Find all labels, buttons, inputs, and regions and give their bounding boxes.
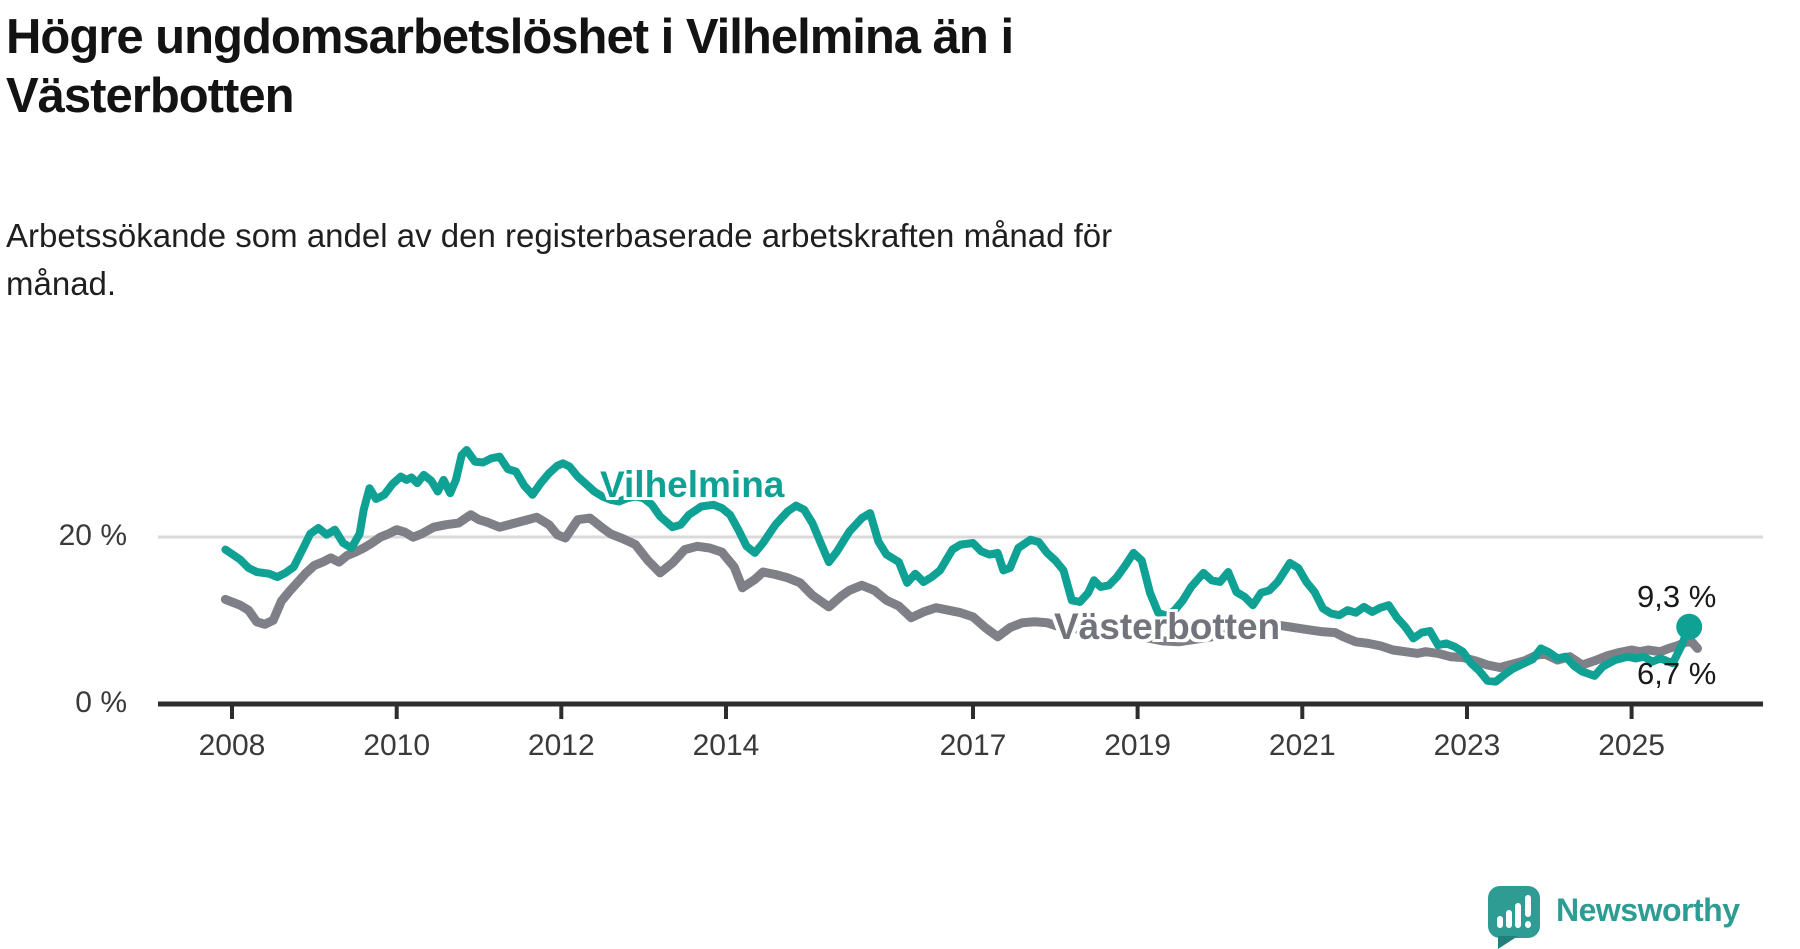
end-value-label-vasterbotten: 6,7 % bbox=[1637, 656, 1717, 691]
logo-speech-tail-icon bbox=[1498, 936, 1518, 949]
title-line1: Högre ungdomsarbetslöshet i Vilhelmina ä… bbox=[6, 10, 1014, 64]
x-axis-tick-label: 2023 bbox=[1433, 729, 1501, 762]
newsworthy-speech-bubble-chart-icon bbox=[1488, 886, 1540, 938]
y-axis-tick-label-0: 0 % bbox=[75, 686, 127, 719]
x-axis-tick-label: 2017 bbox=[939, 729, 1007, 762]
vilhelmina-line bbox=[221, 446, 1694, 686]
brand-name: Newsworthy bbox=[1556, 892, 1740, 928]
logo-bar-icon bbox=[1497, 916, 1503, 928]
page-title: Högre ungdomsarbetslöshet i Vilhelmina ä… bbox=[6, 8, 1506, 126]
x-axis-tick-label: 2019 bbox=[1104, 729, 1171, 762]
logo-bar-icon bbox=[1515, 903, 1521, 928]
x-axis-tick-label: 2010 bbox=[363, 729, 431, 762]
subtitle-line2: månad. bbox=[6, 265, 117, 302]
subtitle-line1: Arbetssökande som andel av den registerb… bbox=[6, 217, 1113, 254]
logo-exclamation-dot-icon bbox=[1525, 921, 1531, 928]
x-axis-tick-label: 2025 bbox=[1598, 729, 1665, 762]
title-line2: Västerbotten bbox=[6, 69, 295, 123]
latest-value-dot bbox=[1676, 613, 1703, 640]
end-value-label-vilhelmina: 9,3 % bbox=[1637, 579, 1717, 614]
chart-subtitle: Arbetssökande som andel av den registerb… bbox=[6, 212, 1526, 308]
x-axis-tick-label: 2014 bbox=[692, 729, 760, 762]
x-axis-tick-label: 2021 bbox=[1268, 729, 1336, 762]
series-label-vilhelmina: Vilhelmina bbox=[600, 464, 785, 505]
x-axis-tick-label: 2008 bbox=[198, 729, 266, 762]
series-label-vasterbotten: Västerbotten bbox=[1054, 606, 1281, 647]
logo-bar-icon bbox=[1506, 910, 1512, 928]
newsworthy-logo: Newsworthy bbox=[1488, 886, 1798, 949]
y-axis-tick-label-20: 20 % bbox=[58, 519, 127, 552]
x-axis-tick-label: 2012 bbox=[527, 729, 595, 762]
logo-exclamation-icon bbox=[1525, 895, 1531, 917]
